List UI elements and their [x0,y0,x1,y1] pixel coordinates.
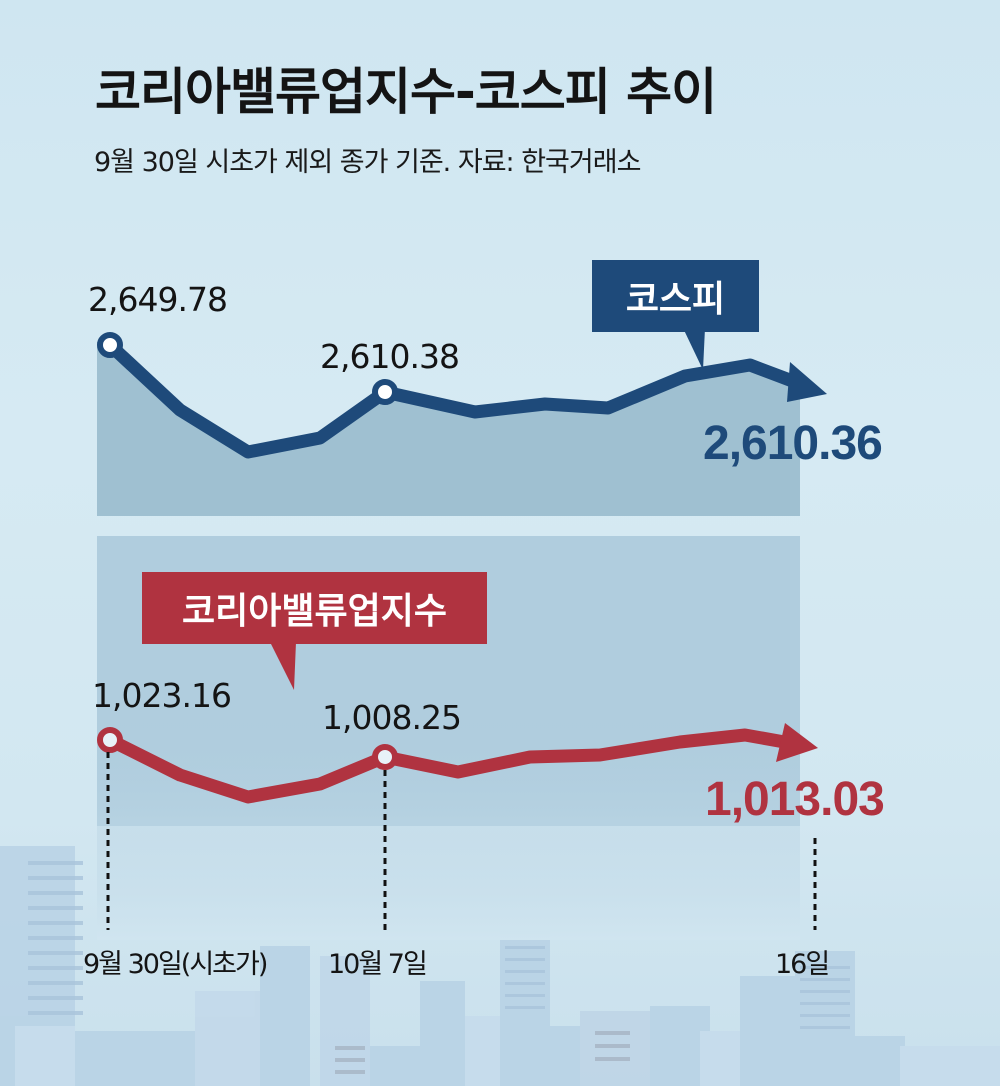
kvup-final-value: 1,013.03 [705,773,885,826]
kospi-legend-tag: 코스피 [592,260,759,332]
kospi-start-value: 2,649.78 [88,280,228,319]
kospi-legend-label: 코스피 [625,279,726,320]
kvup-legend-tag: 코리아밸류업지수 [142,572,487,644]
chart-title: 코리아밸류업지수-코스피 추이 [95,63,717,121]
city-skyline-background [0,846,1000,1086]
kospi-tag-pointer [683,328,705,370]
x-label-oct7: 10월 7일 [328,949,428,980]
kvup-start-value: 1,023.16 [92,676,232,715]
kvup-tag-pointer [270,642,296,690]
kospi-start-point [97,332,123,358]
chart-subtitle: 9월 30일 시초가 제외 종가 기준. 자료: 한국거래소 [94,147,641,178]
kospi-mid-point [372,379,398,405]
x-label-sep30: 9월 30일(시초가) [83,949,268,980]
kvup-legend-label: 코리아밸류업지수 [182,591,447,632]
kospi-line [105,340,798,459]
kvup-mid-point [372,744,398,770]
kvup-mid-value: 1,008.25 [322,698,462,737]
x-label-oct16: 16일 [775,949,830,980]
kospi-mid-value: 2,610.38 [320,337,460,376]
kvup-line [107,728,792,804]
kospi-area-fill [97,342,800,516]
kospi-arrowhead [787,362,827,402]
kvup-arrowhead [776,723,818,762]
kvup-start-point [97,727,123,753]
kospi-final-value: 2,610.36 [703,417,883,470]
